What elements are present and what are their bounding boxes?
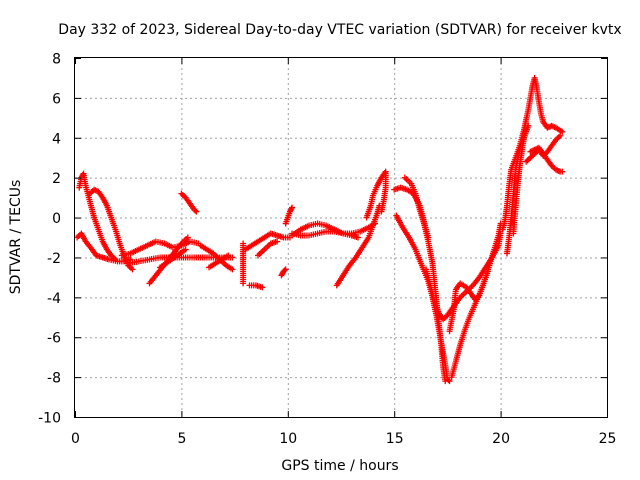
data-point-marker bbox=[240, 280, 247, 287]
data-point-marker bbox=[129, 266, 136, 273]
y-tick-label: -8 bbox=[47, 371, 61, 387]
x-tick-label: 0 bbox=[71, 431, 80, 447]
data-series bbox=[246, 282, 266, 291]
y-axis-label: SDTVAR / TECUs bbox=[8, 180, 24, 295]
y-tick-label: 6 bbox=[52, 91, 61, 107]
y-tick-label: -2 bbox=[47, 251, 61, 267]
data-series bbox=[206, 252, 232, 271]
data-series bbox=[157, 246, 189, 271]
axis-ticks: 0 5 10 15 20 25 -10 -8 -6 -4 -2 0 2 4 6 8 bbox=[38, 52, 616, 448]
data-point-marker bbox=[557, 132, 564, 139]
data-point-marker bbox=[192, 207, 199, 214]
data-point-marker bbox=[355, 234, 362, 241]
y-tick-label: 4 bbox=[52, 131, 61, 147]
data-series bbox=[333, 202, 383, 289]
data-point-marker bbox=[112, 256, 119, 263]
data-series bbox=[510, 126, 530, 237]
y-tick-label: 2 bbox=[52, 171, 61, 187]
data-point-marker bbox=[442, 378, 449, 385]
data-point-marker bbox=[484, 268, 491, 275]
data-series bbox=[282, 204, 296, 227]
data-series bbox=[523, 132, 564, 165]
data-series bbox=[240, 240, 247, 287]
data-series bbox=[242, 230, 293, 253]
x-axis-label: GPS time / hours bbox=[281, 458, 398, 474]
grid bbox=[75, 58, 607, 417]
data-point-marker bbox=[225, 252, 232, 259]
data-series bbox=[448, 220, 504, 381]
data-series bbox=[86, 186, 136, 273]
data-point-marker bbox=[378, 208, 385, 215]
plot-frame bbox=[74, 57, 608, 418]
y-tick-label: 8 bbox=[52, 52, 61, 68]
data-point-marker bbox=[559, 168, 566, 175]
data-series bbox=[446, 268, 491, 335]
y-tick-label: -6 bbox=[47, 331, 61, 347]
x-tick-label: 15 bbox=[386, 431, 404, 447]
y-tick-label: 0 bbox=[52, 211, 61, 227]
data-series bbox=[278, 266, 289, 279]
chart-title: Day 332 of 2023, Sidereal Day-to-day VTE… bbox=[58, 22, 621, 38]
x-tick-label: 10 bbox=[279, 431, 297, 447]
data-point-marker bbox=[559, 128, 566, 135]
x-tick-label: 25 bbox=[599, 431, 617, 447]
x-tick-label: 5 bbox=[177, 431, 186, 447]
x-tick-label: 20 bbox=[492, 431, 510, 447]
data-point-marker bbox=[445, 377, 452, 384]
data-series bbox=[289, 220, 362, 241]
data-point-marker bbox=[289, 204, 296, 211]
data-point-marker bbox=[182, 246, 189, 253]
data-point-marker bbox=[282, 266, 289, 273]
y-tick-label: -10 bbox=[38, 411, 61, 427]
data-point-marker bbox=[525, 122, 532, 129]
data-series bbox=[363, 168, 389, 221]
data-point-marker bbox=[281, 267, 288, 274]
data-point-marker bbox=[184, 234, 191, 241]
data-points bbox=[74, 74, 566, 385]
y-tick-label: -4 bbox=[47, 291, 61, 307]
data-series bbox=[76, 170, 119, 263]
data-point-marker bbox=[274, 238, 281, 245]
data-point-marker bbox=[229, 266, 236, 273]
data-point-marker bbox=[259, 284, 266, 291]
data-point-marker bbox=[229, 254, 236, 261]
data-series bbox=[527, 144, 566, 175]
data-point-marker bbox=[288, 205, 295, 212]
data-series bbox=[255, 238, 281, 259]
data-point-marker bbox=[193, 208, 200, 215]
data-series bbox=[178, 190, 200, 215]
data-point-marker bbox=[523, 126, 530, 133]
